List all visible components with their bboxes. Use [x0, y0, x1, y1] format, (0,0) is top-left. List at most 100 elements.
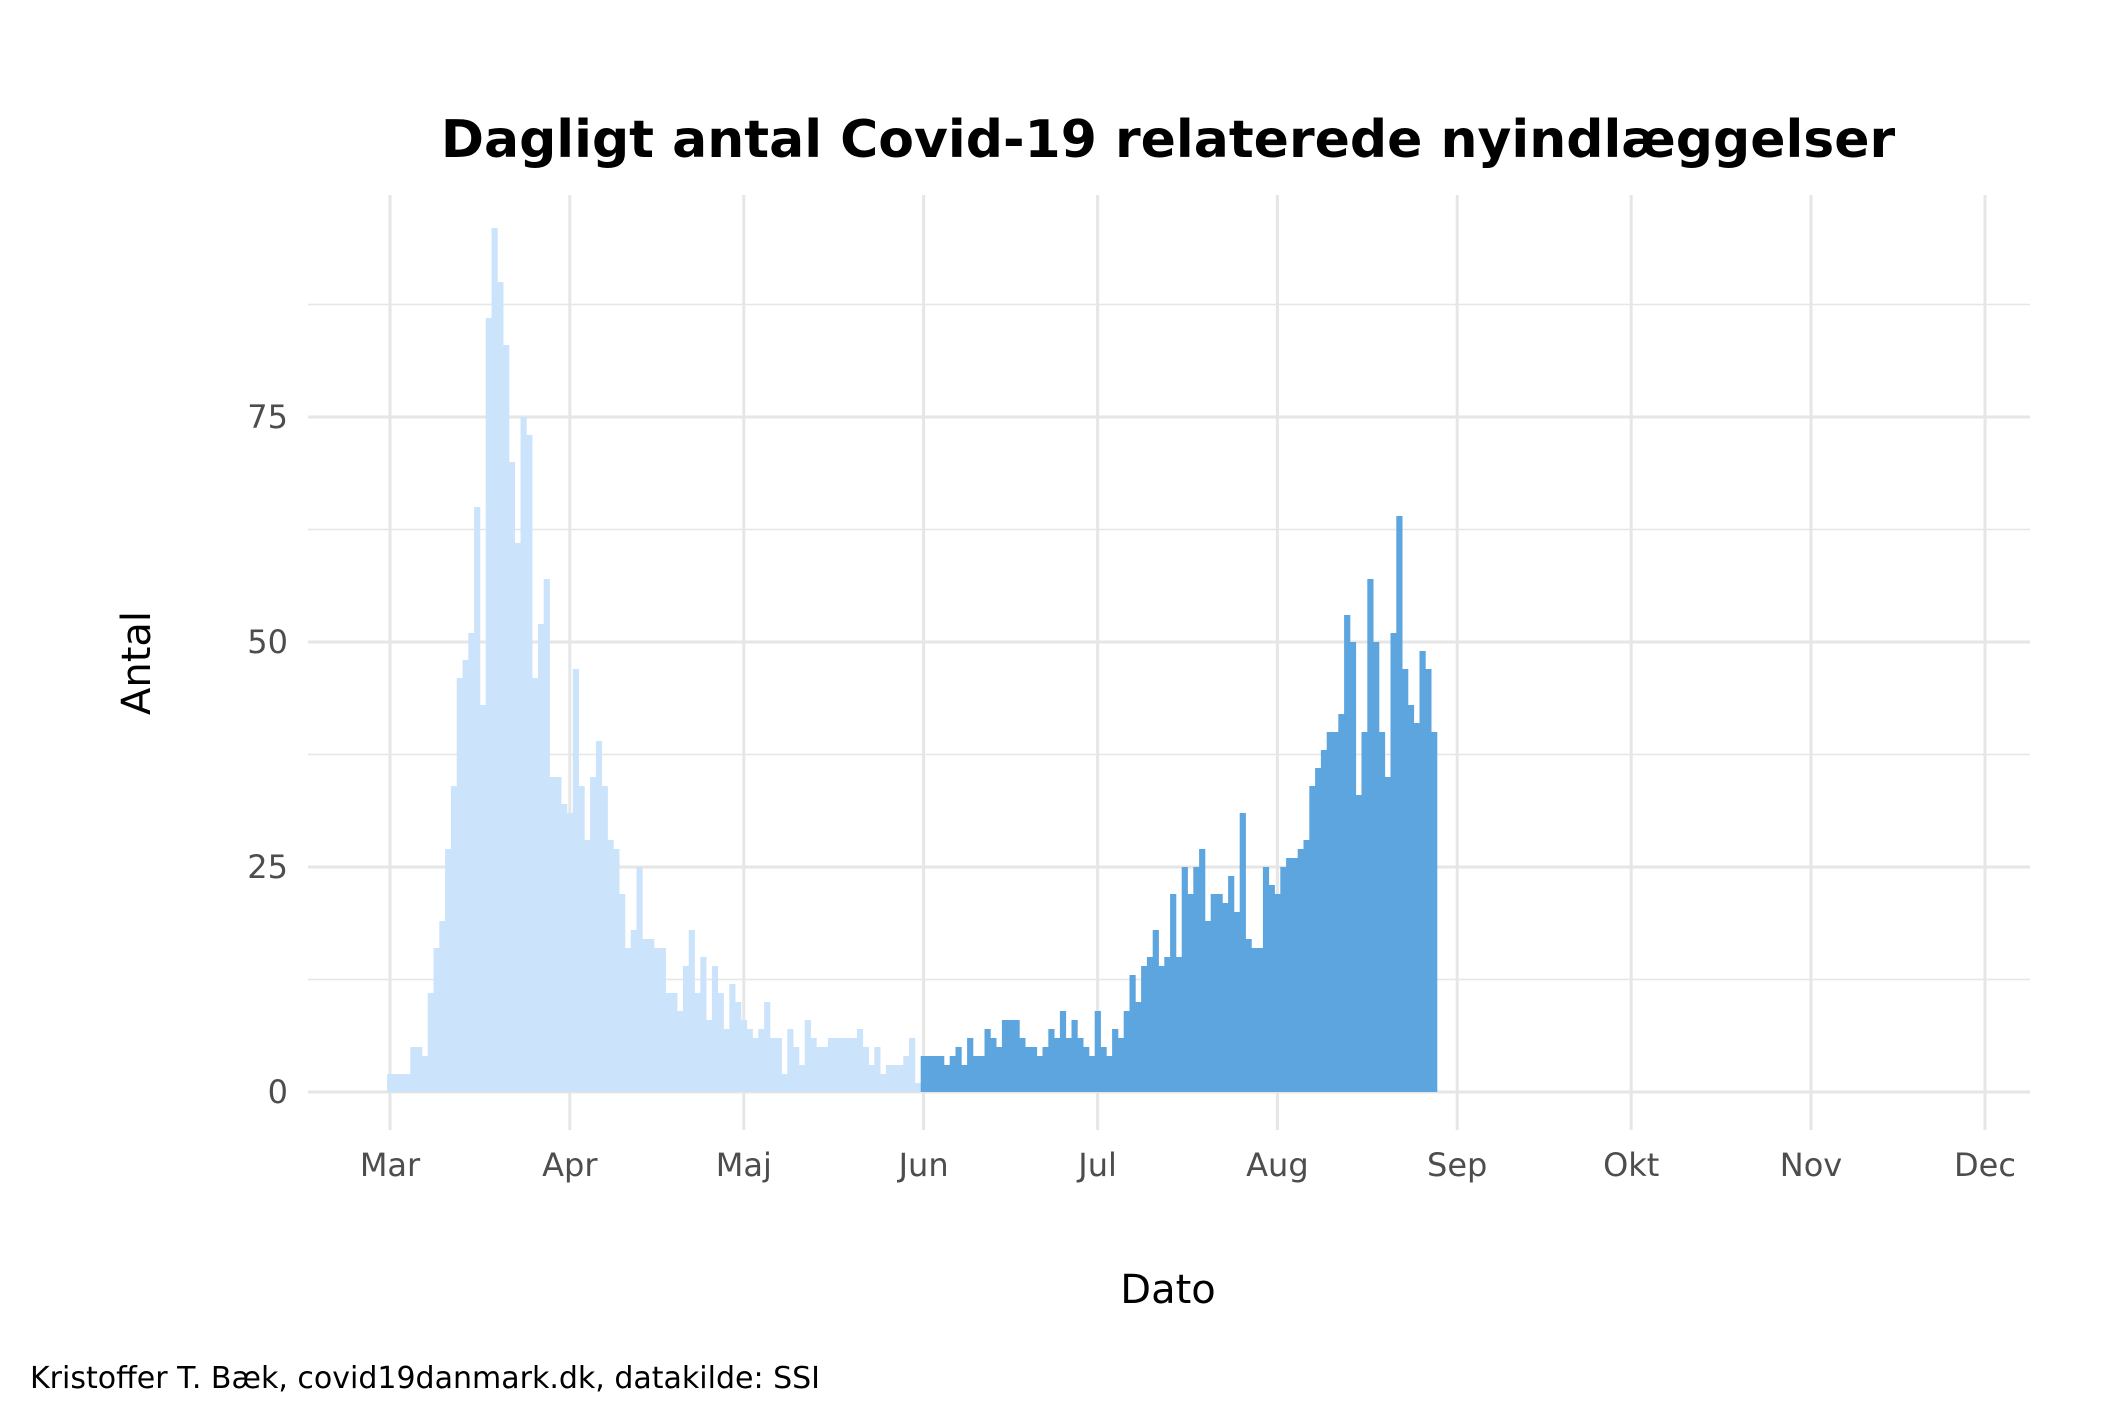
bar — [1199, 849, 1206, 1092]
bar — [1001, 1020, 1009, 1092]
bar — [1036, 1056, 1043, 1092]
bar — [1088, 1056, 1096, 1092]
bar — [990, 1038, 997, 1092]
bar — [456, 678, 463, 1092]
bar — [769, 1038, 777, 1092]
bar — [1280, 867, 1287, 1092]
bar — [1135, 1002, 1142, 1092]
bar — [1152, 930, 1159, 1092]
bar — [1094, 1011, 1101, 1092]
bar — [630, 930, 637, 1092]
bar — [891, 1065, 898, 1092]
chart-title: Dagligt antal Covid-19 relaterede nyindl… — [441, 110, 1896, 170]
bar — [1245, 939, 1252, 1092]
bar — [566, 813, 574, 1092]
bar — [485, 318, 492, 1092]
bar — [775, 1038, 782, 1092]
bar — [468, 633, 475, 1092]
bar — [706, 1020, 713, 1092]
bar — [584, 840, 591, 1092]
bar — [613, 849, 620, 1092]
bar — [1141, 966, 1148, 1092]
bar — [526, 435, 533, 1092]
bar — [856, 1029, 864, 1092]
bar — [1059, 1011, 1067, 1092]
bar — [1048, 1029, 1055, 1092]
bar — [1367, 579, 1374, 1092]
bar — [752, 1038, 759, 1092]
bar — [578, 786, 585, 1092]
bar — [1413, 723, 1420, 1092]
x-tick-label: Jun — [897, 1146, 949, 1184]
bar — [897, 1065, 904, 1092]
bar — [943, 1065, 951, 1092]
bar — [572, 669, 579, 1092]
bar — [1071, 1020, 1078, 1092]
bar — [1315, 768, 1322, 1092]
bar — [1262, 867, 1270, 1092]
bar — [735, 1002, 742, 1092]
bar — [1361, 732, 1368, 1092]
bar — [729, 984, 736, 1092]
bar — [433, 948, 440, 1092]
x-tick-label: Dec — [1954, 1146, 2016, 1184]
bar — [1013, 1020, 1020, 1092]
bar — [1019, 1038, 1026, 1092]
bar — [1204, 921, 1212, 1092]
bar — [781, 1074, 788, 1092]
bar — [1129, 975, 1136, 1092]
bar — [404, 1074, 411, 1092]
bar — [1355, 795, 1362, 1092]
bar — [503, 345, 510, 1092]
bar — [387, 1074, 394, 1092]
bar — [967, 1038, 974, 1092]
bar — [711, 966, 719, 1092]
bar — [624, 948, 632, 1092]
bar — [427, 993, 434, 1092]
bar — [595, 741, 603, 1092]
y-tick-label: 75 — [247, 398, 288, 436]
y-axis-ticks: 0 25 50 75 — [247, 398, 288, 1111]
bar — [1228, 876, 1235, 1092]
bar — [694, 993, 701, 1092]
bar — [1407, 705, 1415, 1092]
bar — [1175, 957, 1183, 1092]
bar — [1431, 732, 1438, 1092]
bar — [1106, 1056, 1113, 1092]
bar — [851, 1038, 858, 1092]
bar — [1286, 858, 1293, 1092]
bar — [537, 624, 545, 1092]
bar — [543, 579, 550, 1092]
bar — [1332, 732, 1339, 1092]
bar — [439, 921, 446, 1092]
bar — [636, 867, 643, 1092]
bar — [746, 1029, 753, 1092]
bar — [949, 1056, 956, 1092]
x-tick-label: Nov — [1780, 1146, 1842, 1184]
bar — [1187, 894, 1194, 1092]
bar — [607, 840, 614, 1092]
bar — [421, 1056, 429, 1092]
x-tick-label: Mar — [360, 1146, 421, 1184]
bar — [926, 1056, 933, 1092]
bar — [1164, 957, 1171, 1092]
x-tick-label: Okt — [1603, 1146, 1659, 1184]
bars — [387, 228, 1438, 1092]
bar — [497, 282, 504, 1092]
bar — [1303, 840, 1310, 1092]
bar — [845, 1038, 852, 1092]
bar — [677, 1011, 684, 1092]
bar — [700, 957, 707, 1092]
bar — [1326, 732, 1333, 1092]
bar — [1042, 1047, 1049, 1092]
bar — [764, 1002, 771, 1092]
bar — [1181, 867, 1188, 1092]
bar — [1396, 516, 1403, 1092]
bar — [561, 804, 568, 1092]
bar — [961, 1065, 968, 1092]
bar — [1274, 894, 1281, 1092]
bar — [392, 1074, 400, 1092]
bar — [1349, 642, 1357, 1092]
bar — [920, 1056, 927, 1092]
